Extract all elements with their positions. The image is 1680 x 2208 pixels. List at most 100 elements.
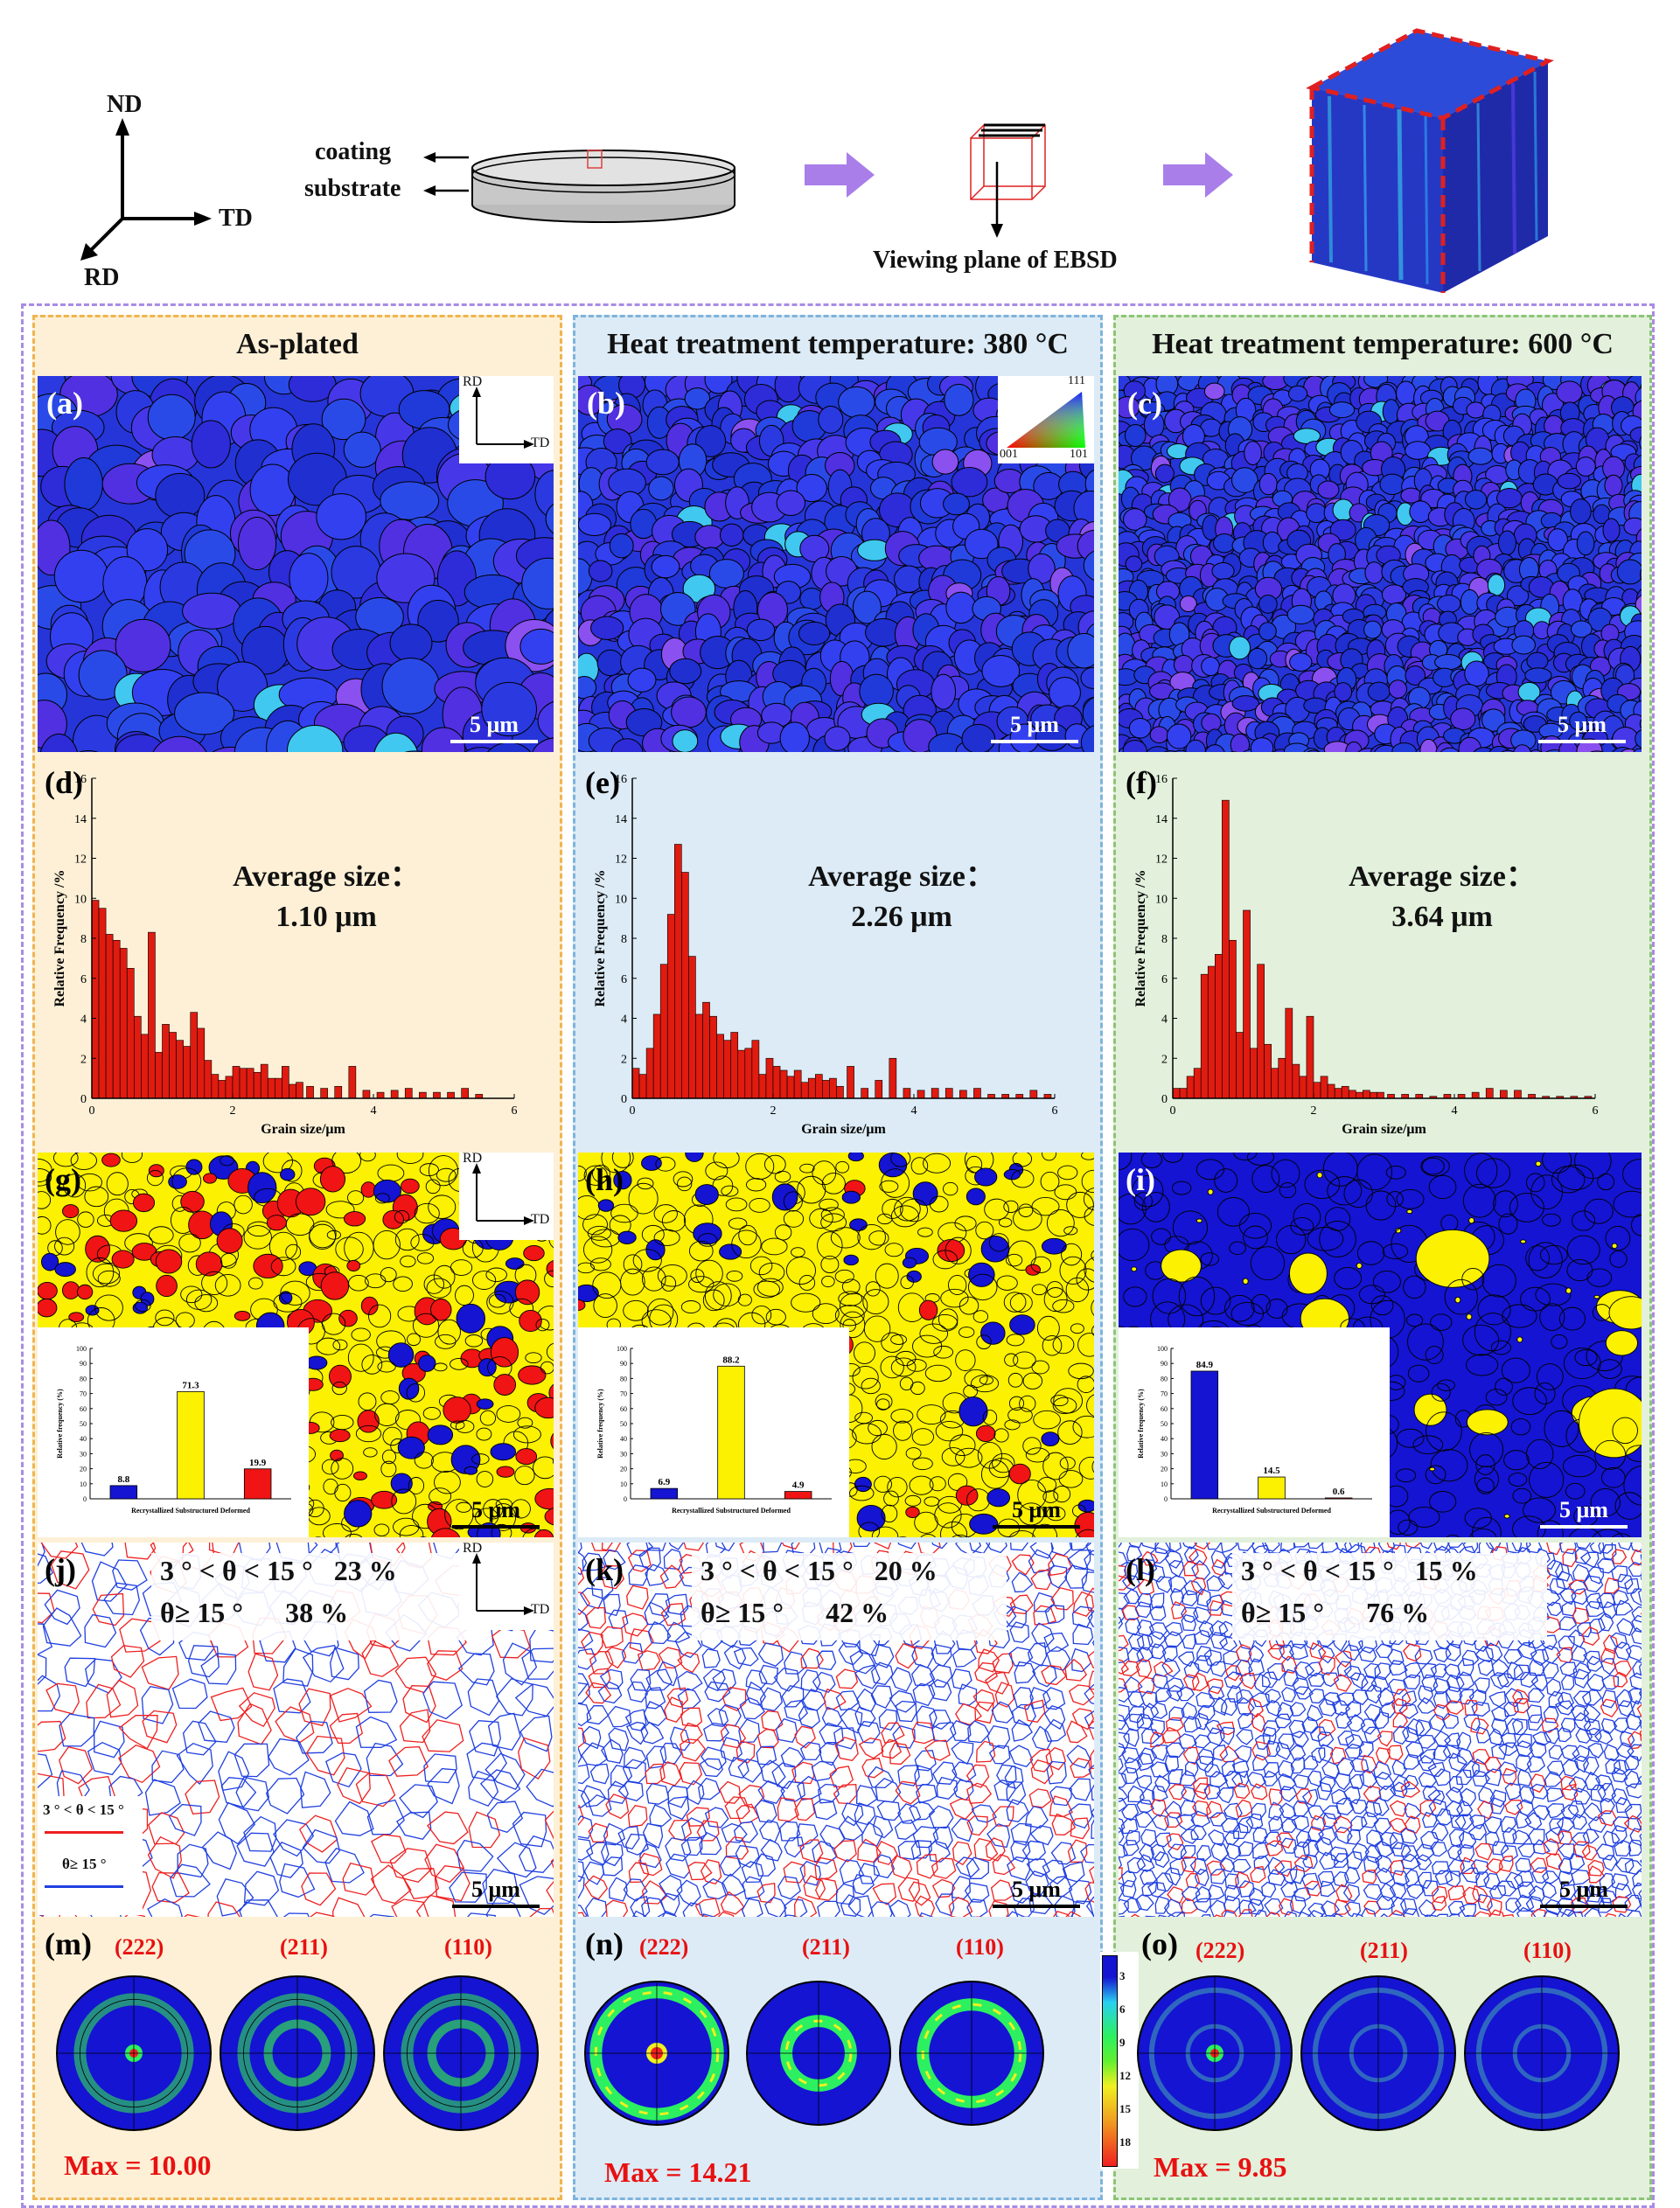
y-tick-label: 0 — [83, 1495, 87, 1503]
pf-label-110: (110) — [1523, 1938, 1572, 1964]
histogram-bar — [448, 1092, 455, 1098]
x-axis-label: Recrystallized Substructured Deformed — [1212, 1507, 1331, 1515]
histogram-bar — [1244, 910, 1251, 1098]
ipf-key-111: 111 — [1068, 376, 1085, 388]
panel-letter: (l) — [1126, 1551, 1155, 1588]
recrys-bar-chart: 01020304050607080901006.988.24.9Recrysta… — [578, 1327, 849, 1537]
bar-value-label: 84.9 — [1196, 1360, 1214, 1370]
bar-value-label: 0.6 — [1333, 1487, 1345, 1497]
x-tick-label: 2 — [1311, 1104, 1317, 1118]
y-tick-label: 100 — [1157, 1345, 1168, 1353]
low-angle-stat: 3 ° < θ < 15 ° 15 % — [1241, 1555, 1478, 1587]
histogram-bar — [745, 1048, 752, 1098]
histogram-bar — [632, 1069, 639, 1098]
y-axis-label: Relative frequency (%) — [1137, 1389, 1145, 1459]
gb-map-j: (j) 3 ° < θ < 15 ° 23 % θ≥ 15 ° 38 % RD … — [38, 1543, 554, 1917]
histogram-bar — [973, 1089, 980, 1098]
y-tick-label: 90 — [620, 1360, 627, 1368]
gb-legend-high: θ≥ 15 ° — [62, 1856, 107, 1873]
x-tick-label: 4 — [911, 1104, 917, 1118]
y-tick-label: 4 — [80, 1013, 87, 1027]
bar-value-label: 8.8 — [117, 1474, 129, 1485]
histogram-bar — [639, 1075, 646, 1098]
histogram-bar — [113, 940, 120, 1098]
axis-rd-label: RD — [84, 264, 119, 292]
gb-stats: 3 ° < θ < 15 ° 20 % θ≥ 15 ° 42 % — [692, 1553, 1007, 1640]
scale-bar: 5 μm — [452, 1497, 540, 1529]
panel-letter: (i) — [1126, 1161, 1155, 1198]
pf-max: Max = 9.85 — [1154, 2151, 1286, 2184]
histogram-bar — [191, 1013, 198, 1098]
histogram-bar — [766, 1058, 773, 1098]
histogram-bar — [1328, 1084, 1335, 1098]
pole-figures-o: (o) (222) (211) (110) Max = 9.85 — [1119, 1922, 1642, 2193]
coating-label: coating — [315, 138, 391, 166]
gb-legend-low: 3 ° < θ < 15 ° — [43, 1801, 124, 1819]
axis-td-label: TD — [219, 205, 253, 233]
scale-bar: 5 μm — [991, 712, 1078, 743]
histogram-bar — [903, 1089, 910, 1098]
histogram-bar — [724, 1041, 731, 1098]
pf-max: Max = 10.00 — [64, 2149, 211, 2182]
y-tick-label: 80 — [620, 1375, 627, 1383]
panel-letter: (h) — [585, 1161, 624, 1198]
histogram-bar — [1272, 1069, 1279, 1098]
panel-letter: (b) — [587, 385, 625, 421]
histogram-bar — [240, 1069, 247, 1098]
panel-letter: (d) — [45, 764, 83, 801]
histogram-bar — [205, 1061, 212, 1098]
y-axis-label: Relative Frequency /% — [52, 869, 67, 1006]
arrow-2 — [1163, 152, 1233, 198]
histogram-bar — [1335, 1089, 1342, 1098]
y-tick-label: 70 — [1161, 1390, 1168, 1398]
gb-legend: 3 ° < θ < 15 ° θ≥ 15 ° — [38, 1796, 143, 1915]
histogram-bar — [875, 1080, 882, 1098]
axis-nd-label: ND — [107, 91, 142, 119]
histogram-bar — [233, 1066, 240, 1098]
recrys-bar-chart: 010203040506070809010084.914.50.6Recryst… — [1119, 1327, 1390, 1537]
histogram-bar — [155, 1052, 162, 1098]
y-tick-label: 50 — [1161, 1420, 1168, 1428]
fraction-bar — [1258, 1477, 1286, 1499]
pole-figures-n: (n) (222) (211) (110) Max = 14.21 — [578, 1922, 1094, 2193]
y-tick-label: 10 — [1161, 1480, 1168, 1488]
histogram-bar — [282, 1066, 289, 1098]
y-tick-label: 8 — [621, 933, 627, 946]
bar-value-label: 14.5 — [1263, 1466, 1280, 1476]
panel-letter: (c) — [1127, 385, 1162, 421]
scale-bar: 5 μm — [993, 1497, 1080, 1529]
average-size: Average size：3.64 μm — [1293, 857, 1591, 937]
histogram-bar — [141, 1034, 148, 1098]
viewing-plane-label: Viewing plane of EBSD — [873, 247, 1118, 275]
gb-legend-low-line — [45, 1831, 123, 1834]
axes-triad — [80, 118, 212, 261]
ipf-map-b: (b) 111 001 101 5 μm — [578, 376, 1094, 752]
column-title: As-plated — [35, 328, 560, 361]
histogram-bar — [247, 1069, 254, 1098]
y-tick-label: 60 — [1161, 1405, 1168, 1413]
fraction-bar — [1191, 1371, 1218, 1499]
bar-value-label: 19.9 — [249, 1458, 267, 1468]
y-tick-label: 8 — [1161, 933, 1168, 946]
td-label: TD — [531, 1602, 549, 1618]
y-tick-label: 0 — [1164, 1495, 1168, 1503]
histogram-bar — [752, 1041, 759, 1098]
high-angle-stat: θ≥ 15 ° 76 % — [1241, 1597, 1429, 1629]
histogram-bar — [1307, 1016, 1314, 1098]
rd-label: RD — [463, 376, 482, 390]
histogram-bar — [1300, 1076, 1307, 1098]
y-tick-label: 0 — [1161, 1093, 1168, 1106]
histogram-bar — [1377, 1092, 1384, 1098]
histogram-bar — [646, 1048, 653, 1098]
histogram-bar — [822, 1080, 829, 1098]
pole-figure — [1465, 1976, 1619, 2130]
histogram-bar — [681, 873, 688, 1098]
y-tick-label: 2 — [80, 1053, 87, 1066]
y-tick-label: 20 — [620, 1466, 627, 1473]
y-tick-label: 90 — [1161, 1360, 1168, 1368]
low-angle-stat: 3 ° < θ < 15 ° 23 % — [160, 1555, 397, 1587]
ipf-key-001: 001 — [1000, 448, 1018, 462]
